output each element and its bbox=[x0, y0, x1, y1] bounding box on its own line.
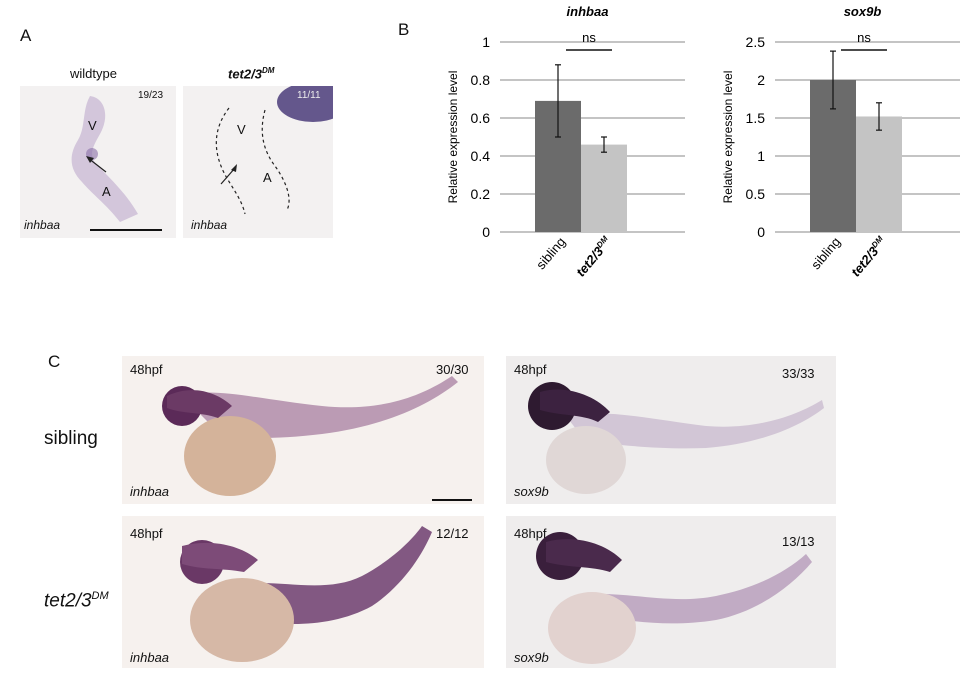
embryo-image-mutant-sox9b: 48hpf 13/13 sox9b bbox=[506, 516, 836, 668]
y-tick-label: 0.5 bbox=[746, 186, 766, 202]
gene-label: inhbaa bbox=[130, 650, 170, 665]
left-count: 19/23 bbox=[138, 90, 164, 101]
stage-label: 48hpf bbox=[130, 526, 163, 541]
atrium-label: A bbox=[263, 170, 272, 185]
panel-b-letter: B bbox=[398, 20, 410, 39]
gene-label: sox9b bbox=[514, 484, 549, 499]
y-axis-label: Relative expression level bbox=[446, 71, 460, 204]
significance-label: ns bbox=[582, 30, 596, 45]
gene-label: inhbaa bbox=[130, 484, 170, 499]
y-tick-label: 0.6 bbox=[471, 110, 491, 126]
x-tick-label: tet2/3DM bbox=[848, 234, 890, 279]
y-tick-label: 2.5 bbox=[746, 34, 766, 50]
y-tick-label: 1 bbox=[482, 34, 490, 50]
row-label-mutant: tet2/3DM bbox=[44, 590, 109, 612]
y-tick-label: 2 bbox=[757, 72, 765, 88]
right-count: 11/11 bbox=[297, 90, 321, 101]
y-axis-label: Relative expression level bbox=[721, 71, 735, 204]
sox9b-bar-chart: sox9b 0 0.5 1 1.5 2 2.5 Relative expression lev… bbox=[721, 4, 960, 279]
embryo-shape bbox=[180, 526, 432, 662]
row-label-sibling: sibling bbox=[44, 428, 98, 449]
panel-c-letter: C bbox=[48, 352, 61, 371]
y-tick-label: 0 bbox=[482, 224, 490, 240]
gene-label: sox9b bbox=[514, 650, 549, 665]
y-tick-label: 1 bbox=[757, 148, 765, 164]
y-tick-label: 0.8 bbox=[471, 72, 491, 88]
ventricle-label: V bbox=[88, 118, 97, 133]
wildtype-heart-ish-image: 19/23 V A inhbaa bbox=[20, 86, 176, 238]
right-gene-label: inhbaa bbox=[191, 218, 228, 232]
embryo-image-sibling-inhbaa: 48hpf 30/30 inhbaa bbox=[122, 356, 484, 504]
stage-label: 48hpf bbox=[514, 526, 547, 541]
stage-label: 48hpf bbox=[130, 362, 163, 377]
atrium-label: A bbox=[102, 184, 111, 199]
ventricle-label: V bbox=[237, 122, 246, 137]
panel-a-left-title: wildtype bbox=[70, 66, 117, 81]
panel-a-right-title: tet2/3DM bbox=[228, 66, 275, 82]
chart-title: inhbaa bbox=[567, 4, 609, 19]
left-gene-label: inhbaa bbox=[24, 218, 61, 232]
arrow-icon bbox=[220, 167, 236, 185]
bar-1 bbox=[581, 144, 627, 232]
significance-label: ns bbox=[857, 30, 871, 45]
count-label: 12/12 bbox=[436, 526, 469, 541]
bar-1 bbox=[856, 116, 902, 232]
y-tick-label: 0.4 bbox=[471, 148, 491, 164]
y-tick-label: 1.5 bbox=[746, 110, 766, 126]
y-tick-label: 0.2 bbox=[471, 186, 491, 202]
embryo-shape bbox=[536, 532, 812, 664]
embryo-shape bbox=[528, 382, 824, 494]
count-label: 33/33 bbox=[782, 366, 815, 381]
x-tick-label: sibling bbox=[808, 234, 843, 272]
embryo-image-sibling-sox9b: 48hpf 33/33 sox9b bbox=[506, 356, 836, 504]
inhbaa-bar-chart: inhbaa 0 0.2 0.4 0.6 0.8 1 Relative expression … bbox=[446, 4, 685, 279]
x-tick-label: sibling bbox=[533, 234, 568, 272]
chart-title: sox9b bbox=[844, 4, 882, 19]
embryo-shape bbox=[162, 376, 472, 501]
heart-outline-shape bbox=[215, 86, 333, 215]
heart-stain-shape bbox=[71, 96, 162, 231]
count-label: 13/13 bbox=[782, 534, 815, 549]
count-label: 30/30 bbox=[436, 362, 469, 377]
embryo-image-mutant-inhbaa: 48hpf 12/12 inhbaa bbox=[122, 516, 484, 668]
stage-label: 48hpf bbox=[514, 362, 547, 377]
y-tick-label: 0 bbox=[757, 224, 765, 240]
mutant-heart-ish-image: 11/11 V A inhbaa bbox=[183, 86, 333, 238]
x-tick-label: tet2/3DM bbox=[573, 234, 615, 279]
panel-a-letter: A bbox=[20, 26, 32, 45]
